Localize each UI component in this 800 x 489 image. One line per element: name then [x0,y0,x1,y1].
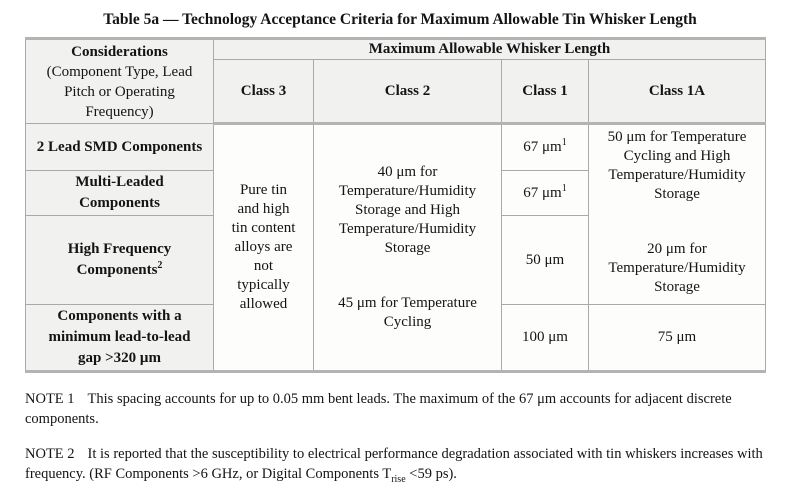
header-max-whisker-length: Maximum Allowable Whisker Length [213,38,766,60]
header-class2: Class 2 [313,59,502,125]
class1a-storage-criterion: 20 μm for Temperature/Humidity Storage [608,241,746,295]
header-class1a: Class 1A [588,59,766,125]
row-header-label: High Frequency Components [67,241,172,278]
cell-class2-merged: 40 μm for Temperature/Humidity Storage a… [313,123,502,372]
cell-class3-merged: Pure tin and high tin content alloys are… [213,123,314,372]
row-header-lead-gap: Components with a minimum lead-to-lead g… [25,304,214,372]
table-row: Components with a minimum lead-to-lead g… [25,304,766,372]
header-row-span: Considerations (Component Type, Lead Pit… [25,38,766,124]
considerations-sublabel: (Component Type, Lead Pitch or Operating… [46,63,193,120]
class1-value: 67 μm [523,184,562,201]
note-2-text: It is reported that the susceptibility t… [25,446,763,482]
cell-class1-high-frequency: 50 μm [501,215,589,305]
note-1: NOTE 1 This spacing accounts for up to 0.… [25,389,773,429]
note-1-label: NOTE 1 [25,391,75,407]
row-header-2lead-smd: 2 Lead SMD Components [25,123,214,171]
cell-class1-2lead-smd: 67 μm1 [501,123,589,171]
class2-cycling-criterion: 45 μm for Temperature Cycling [338,295,477,330]
header-class1: Class 1 [501,59,589,125]
table-title: Table 5a — Technology Acceptance Criteri… [103,11,697,28]
cell-class1-multi-leaded: 67 μm1 [501,170,589,216]
t-rise-subscript: rise [391,473,406,485]
note-2: NOTE 2 It is reported that the susceptibi… [25,444,773,484]
row-header-multi-leaded: Multi-Leaded Components [25,170,214,216]
class2-storage-criterion: 40 μm for Temperature/Humidity Storage a… [338,164,477,256]
cell-class1a-lead-gap: 75 μm [588,304,766,372]
cell-class1-lead-gap: 100 μm [501,304,589,372]
cell-class1a-merged: 50 μm for Temperature Cycling and High T… [588,123,766,305]
note-2-label: NOTE 2 [25,446,75,462]
note1-reference: 1 [561,182,567,194]
considerations-label: Considerations [71,43,168,60]
note1-reference: 1 [561,137,567,148]
table-notes: NOTE 1 This spacing accounts for up to 0.… [25,389,773,484]
row-header-high-frequency: High Frequency Components2 [25,215,214,305]
table-row: 2 Lead SMD Components Pure tin and high … [25,123,766,372]
class1a-cycling-storage-criterion: 50 μm for Temperature Cycling and High T… [607,129,747,202]
tin-whisker-criteria-table: Considerations (Component Type, Lead Pit… [25,37,766,373]
note-2-text-end: <59 ps). [405,466,457,482]
header-row-classes: Class 3 Class 2 Class 1 Class 1A [26,59,766,125]
note2-reference: 2 [157,260,163,271]
header-considerations: Considerations (Component Type, Lead Pit… [25,38,214,124]
header-class3: Class 3 [213,59,314,125]
class1-value: 67 μm [523,139,562,155]
note-1-text: This spacing accounts for up to 0.05 mm … [25,391,732,427]
table-row: High Frequency Components2 50 μm [25,215,766,305]
